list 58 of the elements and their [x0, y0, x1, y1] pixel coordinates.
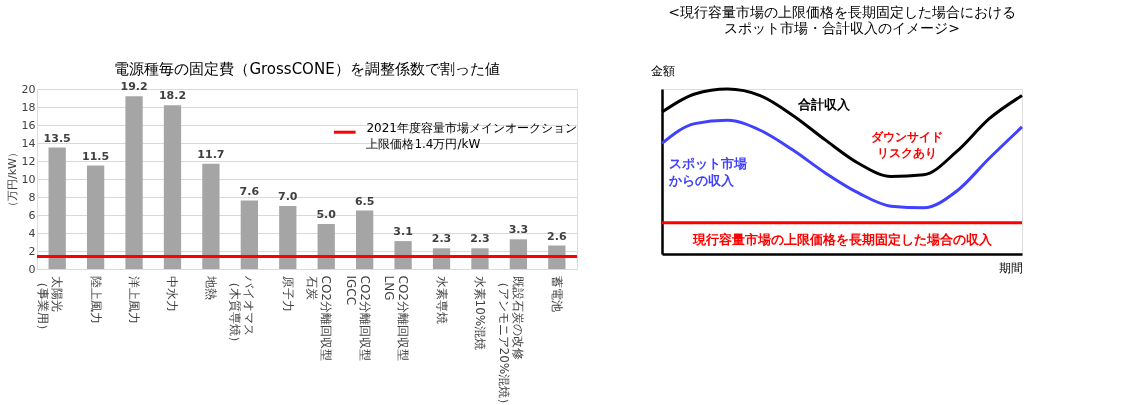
data-label: 2.3 — [470, 232, 490, 246]
x-tick-label: 既設石炭の改修（アンモニア20%混焼） — [497, 275, 526, 405]
data-label: 2.6 — [547, 229, 567, 243]
x-tick-label: 太陽光（事業用） — [36, 275, 65, 336]
data-label: 5.0 — [316, 208, 337, 221]
bar — [202, 163, 220, 269]
chart-title: <現行容量市場の上限価格を長期固定した場合におけるスポット市場・合計収入のイメージ> — [668, 4, 1016, 36]
y-axis-title: （万円/kW） — [5, 147, 19, 212]
data-label: 6.5 — [354, 194, 375, 208]
bar — [86, 165, 105, 269]
y-tick-label: 6 — [28, 208, 36, 222]
x-tick-label: CO2分離回収型LNG — [382, 275, 411, 361]
x-tick-label: 原子力 — [280, 275, 295, 312]
series-label: スポット市場からの収入 — [668, 156, 748, 189]
data-label: 18.2 — [158, 89, 187, 103]
x-tick-label: CO2分離回収型石炭 — [305, 275, 334, 361]
y-axis-title: 金額 — [650, 63, 675, 78]
data-label: 2.3 — [431, 232, 452, 246]
bar — [356, 210, 374, 269]
y-tick-label: 14 — [21, 136, 36, 150]
y-tick-label: 16 — [21, 118, 36, 132]
data-label: 7.6 — [239, 184, 260, 198]
x-axis-title: 期間 — [998, 260, 1023, 275]
bar — [240, 200, 258, 269]
data-label: 13.5 — [43, 131, 71, 145]
annotation: ダウンサイドリスクあり — [871, 129, 944, 160]
data-label: 19.2 — [120, 80, 148, 94]
x-tick-label: バイオマス（木質専焼） — [228, 274, 257, 348]
x-tick-label: 中水力 — [165, 275, 180, 312]
data-label: 11.7 — [197, 147, 225, 161]
data-label: 3.1 — [393, 225, 413, 239]
y-tick-label: 12 — [21, 154, 36, 168]
y-tick-label: 18 — [21, 100, 36, 114]
y-tick-label: 0 — [28, 262, 36, 276]
x-tick-label: 洋上風力 — [127, 275, 142, 324]
x-tick-label: 地熱 — [203, 274, 218, 300]
bar — [317, 224, 335, 269]
data-label: 11.5 — [82, 149, 110, 163]
data-label: 7.0 — [278, 190, 298, 203]
bar — [279, 206, 297, 269]
series-label: 合計収入 — [797, 96, 851, 112]
data-label: 3.3 — [508, 223, 529, 237]
y-tick-label: 8 — [28, 190, 36, 204]
y-tick-label: 20 — [21, 82, 36, 96]
legend-label: 2021年度容量市場メインオークション上限価格1.4万円/kW — [366, 121, 577, 152]
y-tick-label: 10 — [21, 172, 36, 186]
x-tick-label: CO2分離回収型IGCC — [343, 275, 372, 361]
y-tick-label: 4 — [28, 226, 36, 240]
series-label: 現行容量市場の上限価格を長期固定した場合の収入 — [691, 232, 993, 248]
bar — [48, 147, 66, 269]
bar — [163, 105, 182, 269]
x-tick-label: 蓄電池 — [549, 275, 564, 312]
y-tick-label: 2 — [28, 244, 36, 258]
chart-title: 電源種毎の固定費（GrossCONE）を調整係数で割った値 — [114, 60, 500, 79]
bar — [125, 96, 143, 269]
x-tick-label: 水素専焼 — [434, 275, 449, 324]
x-tick-label: 水素10%混焼 — [472, 275, 487, 351]
x-tick-label: 陸上風力 — [88, 275, 103, 324]
